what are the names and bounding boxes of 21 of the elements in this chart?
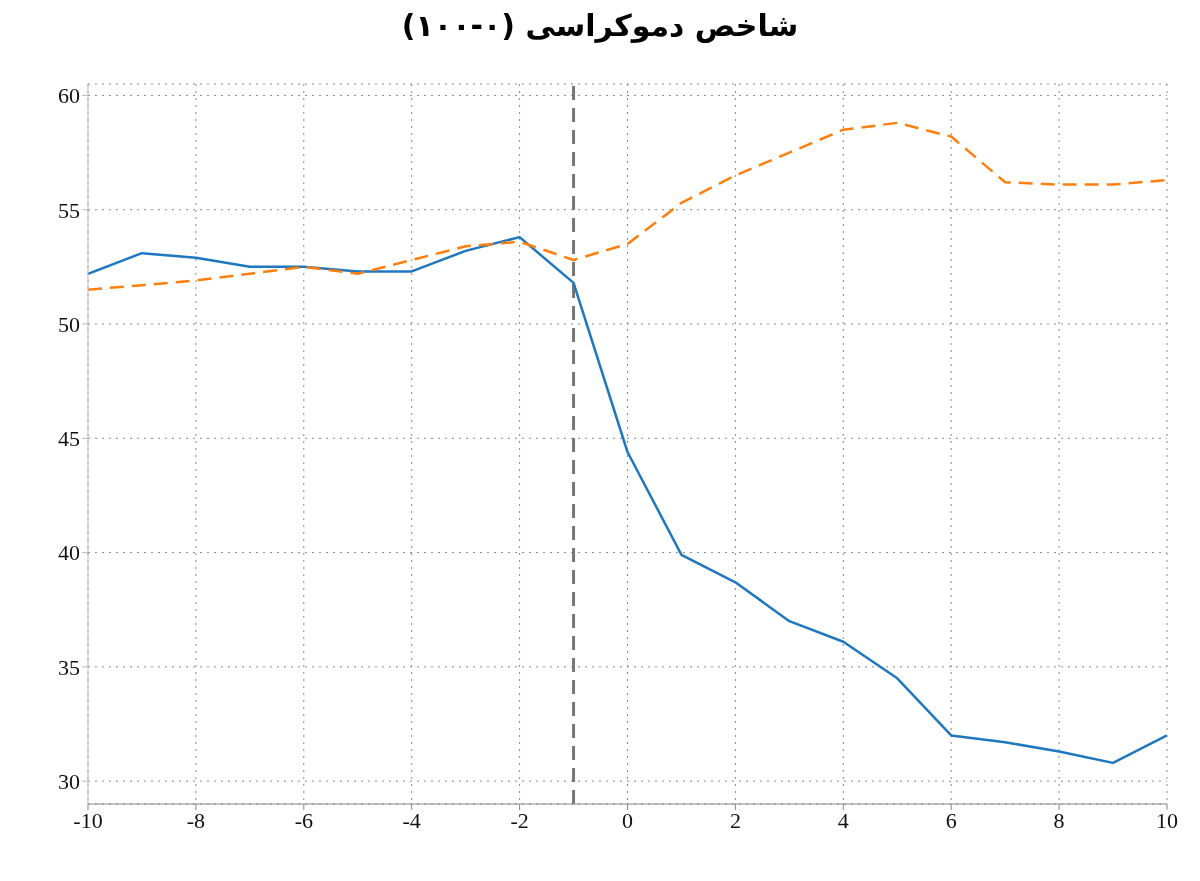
x-tick-label: 8 bbox=[1053, 807, 1065, 833]
x-tick-label: 10 bbox=[1156, 807, 1178, 833]
y-tick-label: 30 bbox=[58, 768, 80, 794]
line-series bbox=[88, 235, 1167, 765]
y-tick-label: 40 bbox=[58, 540, 80, 566]
chart-title: شاخص دموکراسی (۰-۱۰۰) bbox=[400, 8, 800, 45]
x-tick-label: -2 bbox=[510, 807, 529, 833]
y-tick-label: 45 bbox=[58, 426, 80, 452]
x-tick-label: -6 bbox=[294, 807, 313, 833]
y-tick-label: 50 bbox=[58, 311, 80, 337]
x-tick-label: 6 bbox=[945, 807, 957, 833]
x-tick-label: -4 bbox=[402, 807, 421, 833]
x-tick-label: 4 bbox=[837, 807, 849, 833]
y-tick-label: 35 bbox=[58, 654, 80, 680]
x-tick-label: 2 bbox=[729, 807, 741, 833]
x-tick-label: -8 bbox=[186, 807, 206, 833]
x-tick-label: -10 bbox=[73, 807, 103, 833]
y-tick-label: 60 bbox=[58, 83, 80, 109]
line-series bbox=[88, 121, 1167, 291]
x-tick-label: 0 bbox=[622, 807, 633, 833]
y-tick-label: 55 bbox=[58, 197, 80, 223]
